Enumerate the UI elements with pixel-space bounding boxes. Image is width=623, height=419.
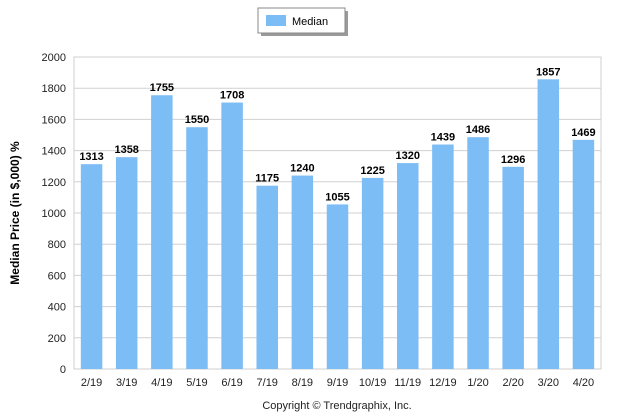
- bar: [537, 79, 560, 370]
- x-tick-label: 8/19: [292, 377, 313, 389]
- bar: [80, 164, 103, 369]
- x-tick-label: 4/20: [573, 377, 594, 389]
- legend: Median: [257, 7, 348, 36]
- bar-value-label: 1486: [466, 124, 490, 136]
- bar: [291, 175, 314, 369]
- legend-swatch: [266, 15, 286, 26]
- x-tick-label: 11/19: [394, 377, 421, 389]
- bar-value-label: 1755: [150, 82, 174, 94]
- bar-value-label: 1313: [79, 151, 103, 163]
- x-tick-label: 3/20: [538, 377, 559, 389]
- bar: [186, 127, 208, 369]
- y-tick-label: 1200: [42, 177, 66, 189]
- bar: [326, 204, 349, 369]
- y-tick-label: 800: [48, 239, 66, 251]
- bar: [467, 137, 489, 369]
- x-tick-label: 10/19: [359, 377, 387, 389]
- y-axis-title: Median Price (in $,000) %: [8, 141, 22, 285]
- bar-value-label: 1708: [220, 90, 244, 102]
- bar-value-label: 1225: [360, 165, 384, 177]
- bar: [221, 102, 243, 369]
- x-tick-label: 3/19: [116, 377, 137, 389]
- bar-value-label: 1296: [501, 154, 525, 166]
- x-tick-label: 9/19: [327, 377, 348, 389]
- x-tick-label: 2/20: [502, 377, 523, 389]
- bar: [432, 144, 454, 369]
- bar-value-label: 1439: [431, 132, 455, 144]
- bar: [115, 157, 138, 369]
- bar-value-label: 1175: [255, 173, 279, 185]
- bar: [361, 177, 384, 369]
- bar-value-label: 1320: [396, 150, 420, 162]
- x-axis: 2/19 3/19 4/19 5/19 6/19 7/19 8/19 9/19 10/19 11/…: [81, 377, 594, 389]
- bar-value-label: 1550: [185, 114, 209, 126]
- y-tick-label: 1400: [42, 146, 66, 158]
- y-tick-label: 1000: [42, 208, 66, 220]
- bar-value-label: 1358: [114, 144, 138, 156]
- bar: [502, 166, 524, 369]
- x-tick-label: 7/19: [257, 377, 278, 389]
- x-tick-label: 2/19: [81, 377, 102, 389]
- x-tick-label: 6/19: [221, 377, 242, 389]
- bar-value-label: 1857: [536, 66, 560, 78]
- bar: [572, 139, 595, 369]
- y-tick-label: 2000: [42, 52, 66, 64]
- bar-value-label: 1240: [290, 163, 314, 175]
- legend-label: Median: [292, 16, 328, 28]
- bars: 1313 1358 1755 1550 1708 1175 1240 1055 1225 1320…: [79, 66, 596, 370]
- y-tick-label: 1800: [42, 83, 66, 95]
- x-tick-label: 12/19: [429, 377, 457, 389]
- bar: [151, 95, 173, 369]
- y-tick-label: 0: [60, 364, 66, 376]
- bar-value-label: 1055: [325, 191, 349, 203]
- y-tick-label: 600: [48, 270, 66, 282]
- copyright-text: Copyright © Trendgraphix, Inc.: [262, 400, 411, 412]
- bar: [397, 163, 419, 369]
- bar-value-label: 1469: [571, 127, 595, 139]
- x-tick-label: 5/19: [186, 377, 207, 389]
- y-tick-label: 200: [48, 333, 66, 345]
- y-tick-label: 1600: [42, 114, 66, 126]
- x-tick-label: 1/20: [467, 377, 488, 389]
- y-axis: 0 200 400 600 800 1000 1200 1400 1600 1800 2000: [42, 52, 66, 376]
- bar: [256, 185, 278, 369]
- y-tick-label: 400: [48, 302, 66, 314]
- x-tick-label: 4/19: [151, 377, 172, 389]
